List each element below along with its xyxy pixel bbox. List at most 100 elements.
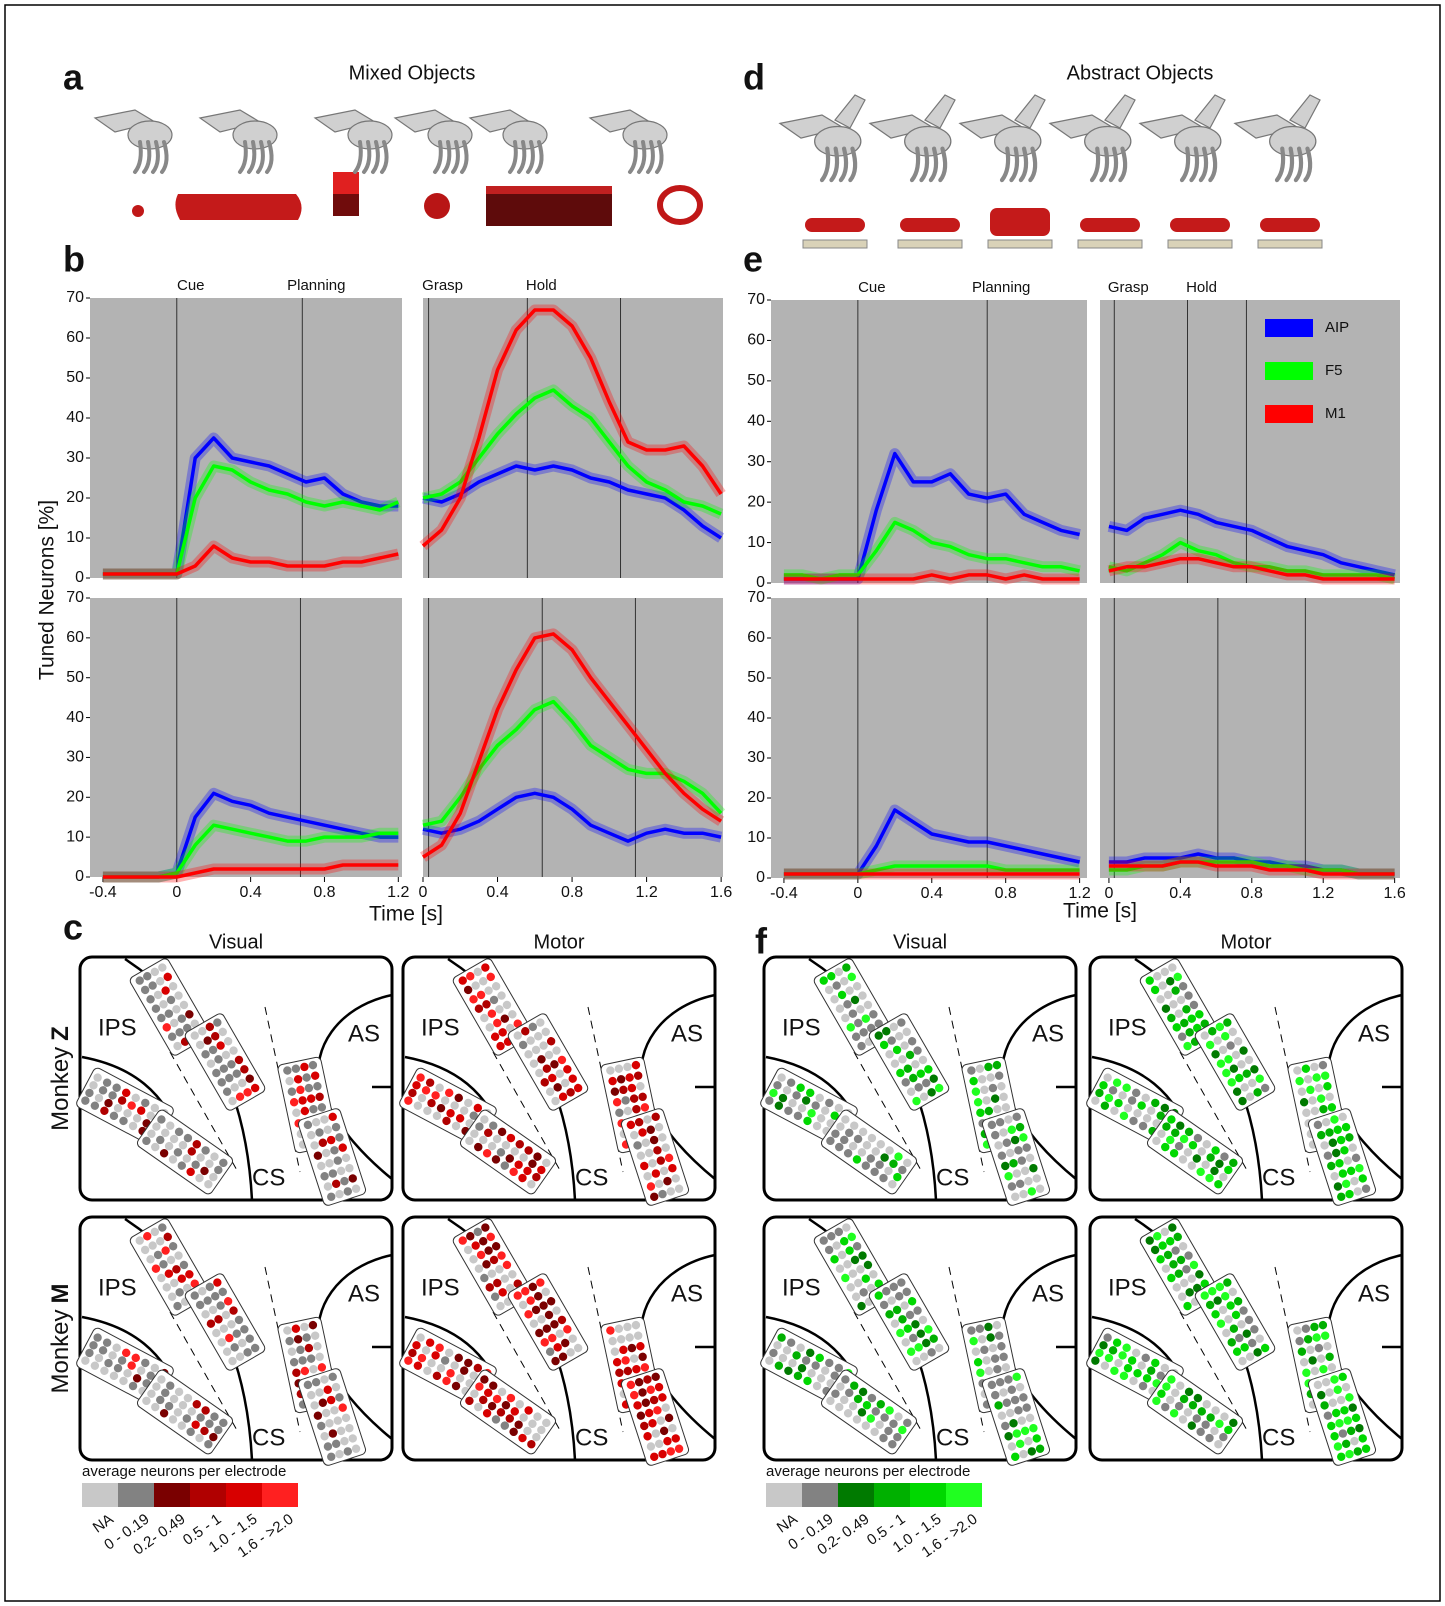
electrode bbox=[852, 1242, 862, 1251]
electrode bbox=[537, 1055, 546, 1064]
electrode bbox=[431, 1351, 440, 1360]
electrode bbox=[545, 1347, 555, 1356]
electrode bbox=[123, 1109, 132, 1118]
electrode bbox=[1299, 1098, 1309, 1107]
electrode bbox=[1325, 1092, 1334, 1101]
finger bbox=[433, 140, 443, 174]
electrode bbox=[848, 1401, 858, 1411]
series-line bbox=[102, 544, 399, 576]
electrode bbox=[1335, 1419, 1344, 1428]
finger bbox=[238, 140, 248, 174]
electrode bbox=[1183, 1148, 1193, 1157]
electrode bbox=[1025, 1413, 1035, 1423]
electrode bbox=[455, 1374, 465, 1383]
electrode bbox=[535, 1068, 544, 1078]
electrode bbox=[1327, 1363, 1337, 1372]
y-tick-label: 70 bbox=[747, 291, 765, 308]
electrode bbox=[840, 1135, 849, 1145]
x-tick-label: 0 bbox=[172, 884, 181, 901]
y-axis-label: Tuned Neurons [%] bbox=[36, 500, 59, 680]
electrode bbox=[997, 1411, 1007, 1420]
electrode bbox=[331, 1439, 341, 1449]
area-label: CS bbox=[575, 1164, 608, 1191]
electrode bbox=[991, 1130, 1000, 1140]
array-frame bbox=[459, 1369, 557, 1455]
electrode bbox=[1345, 1133, 1354, 1142]
electrode bbox=[518, 1040, 528, 1050]
electrode bbox=[163, 1232, 172, 1242]
electrode bbox=[857, 1408, 867, 1417]
electrode bbox=[623, 1106, 633, 1116]
electrode bbox=[1195, 1270, 1204, 1279]
electrode bbox=[909, 1333, 918, 1343]
electrode bbox=[646, 1442, 656, 1451]
electrode bbox=[1333, 1182, 1343, 1191]
electrode bbox=[1188, 1140, 1198, 1150]
electrode bbox=[225, 1073, 234, 1083]
y-tick-label: 10 bbox=[66, 529, 84, 546]
electrode bbox=[243, 1088, 252, 1097]
electrode bbox=[474, 1004, 484, 1013]
electrode bbox=[1029, 1423, 1038, 1433]
electrode bbox=[658, 1449, 667, 1459]
electrode bbox=[638, 1128, 647, 1137]
electrode bbox=[792, 1351, 801, 1360]
finger bbox=[380, 140, 389, 174]
electrode bbox=[485, 1023, 494, 1032]
finger bbox=[646, 140, 655, 174]
electrode bbox=[988, 1083, 998, 1093]
electrode bbox=[212, 1328, 221, 1338]
object bbox=[805, 218, 865, 232]
electrode bbox=[1179, 1134, 1189, 1144]
electrode bbox=[769, 1088, 778, 1098]
electrode bbox=[1201, 1420, 1210, 1429]
electrode bbox=[634, 1117, 644, 1127]
electrode bbox=[973, 1098, 983, 1107]
electrode bbox=[201, 1406, 210, 1415]
electrode bbox=[454, 1353, 463, 1363]
electrode bbox=[1183, 1408, 1193, 1417]
electrode bbox=[168, 1415, 178, 1424]
finger bbox=[999, 146, 1011, 183]
electrode bbox=[863, 1000, 873, 1010]
electrode bbox=[1141, 1093, 1150, 1103]
electrode bbox=[93, 1073, 102, 1082]
y-tick-label: 50 bbox=[66, 369, 84, 386]
electrode bbox=[841, 1115, 850, 1124]
electrode bbox=[537, 1315, 546, 1324]
monkey-word: Monkey bbox=[47, 1309, 74, 1393]
electrode bbox=[843, 1260, 852, 1269]
y-tick-label: 30 bbox=[747, 749, 765, 766]
finger bbox=[133, 140, 143, 174]
electrode bbox=[661, 1403, 670, 1412]
electrode bbox=[1221, 1032, 1230, 1041]
electrode bbox=[1224, 1425, 1233, 1435]
electrode bbox=[862, 1400, 872, 1410]
electrode bbox=[1213, 1296, 1222, 1305]
hand-illustration bbox=[958, 114, 1042, 183]
electrode bbox=[896, 1328, 905, 1338]
finger bbox=[838, 146, 849, 183]
electrode bbox=[1318, 1320, 1328, 1330]
electrode bbox=[658, 1189, 667, 1199]
electrode bbox=[89, 1081, 98, 1090]
electrode bbox=[1205, 1300, 1215, 1310]
electrode bbox=[1222, 1328, 1231, 1338]
electrode bbox=[806, 1088, 815, 1098]
electrode bbox=[995, 1377, 1005, 1387]
series-line bbox=[422, 388, 722, 516]
electrode bbox=[1302, 1108, 1311, 1117]
electrode-array bbox=[1194, 1273, 1276, 1371]
electrode bbox=[326, 1135, 336, 1145]
electrode bbox=[1211, 1050, 1220, 1059]
electrode bbox=[201, 1146, 210, 1155]
electrode bbox=[195, 1433, 204, 1443]
electrode bbox=[640, 1161, 649, 1171]
array-frame bbox=[820, 1109, 918, 1195]
hand-illustration bbox=[468, 109, 548, 174]
electrode bbox=[167, 1032, 177, 1041]
area-label: IPS bbox=[421, 1014, 460, 1041]
electrode bbox=[143, 972, 152, 981]
